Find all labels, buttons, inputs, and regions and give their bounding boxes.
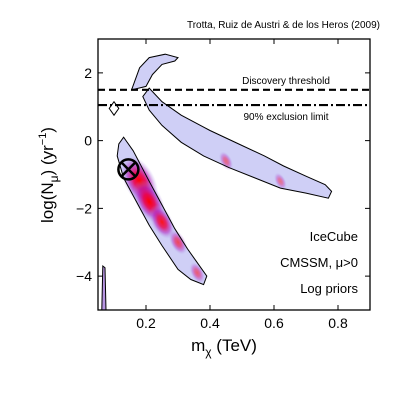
- plot-contents: [98, 53, 370, 310]
- contour-diamond: [108, 100, 120, 117]
- density-peak-5: [218, 151, 234, 171]
- y-axis-label-mid: ) (yr: [38, 145, 57, 176]
- x-tick-label: 0.8: [328, 315, 348, 331]
- y-axis-label: log(Nμ) (yr−1): [37, 127, 61, 223]
- x-axis-label: mχ (TeV): [191, 336, 257, 359]
- x-axis-label-sub: χ: [205, 345, 212, 359]
- y-axis-label-sub: μ: [47, 175, 61, 182]
- reference-lines: [98, 88, 370, 107]
- x-tick-label: 0.6: [264, 315, 284, 331]
- x-tick-label: 0.2: [136, 315, 156, 331]
- annotation-priors: Log priors: [300, 281, 358, 296]
- exclusion-limit-label: 90% exclusion limit: [243, 112, 328, 123]
- contour-top-tongue: [130, 53, 179, 91]
- density-fill-diamond: [109, 101, 119, 116]
- density-peak-6: [273, 172, 287, 191]
- density-peak-2: [149, 204, 175, 239]
- density-peak-3: [168, 229, 188, 255]
- y-tick-label: −2: [76, 200, 92, 216]
- best-fit-cross-b: [120, 161, 137, 178]
- y-tick-label: −4: [76, 268, 92, 284]
- best-fit-circle: [117, 158, 140, 181]
- best-fit-marker: [117, 158, 140, 181]
- density-fill-upper-arm: [142, 88, 332, 199]
- y-axis-label-sup: −1: [37, 133, 49, 146]
- discovery-threshold-label: Discovery threshold: [242, 76, 330, 87]
- annotation-cmssm: CMSSM, μ>0: [280, 255, 358, 270]
- x-axis-label-unit: (TeV): [212, 336, 257, 355]
- citation-header: Trotta, Ruiz de Austri & de los Heros (2…: [187, 20, 380, 31]
- axis-ticks: 0.2 0.4 0.6 0.8 −4 −2 0 2: [76, 39, 370, 331]
- contour-left-edge: [101, 264, 107, 310]
- y-tick-label: 2: [84, 65, 92, 81]
- x-tick-label: 0.4: [200, 315, 220, 331]
- y-axis-label-end: ): [38, 127, 57, 133]
- annotation-icecube: IceCube: [310, 229, 358, 244]
- y-tick-label: 0: [84, 133, 92, 149]
- contour-upper-arm: [142, 87, 333, 199]
- plot-frame: [97, 38, 371, 311]
